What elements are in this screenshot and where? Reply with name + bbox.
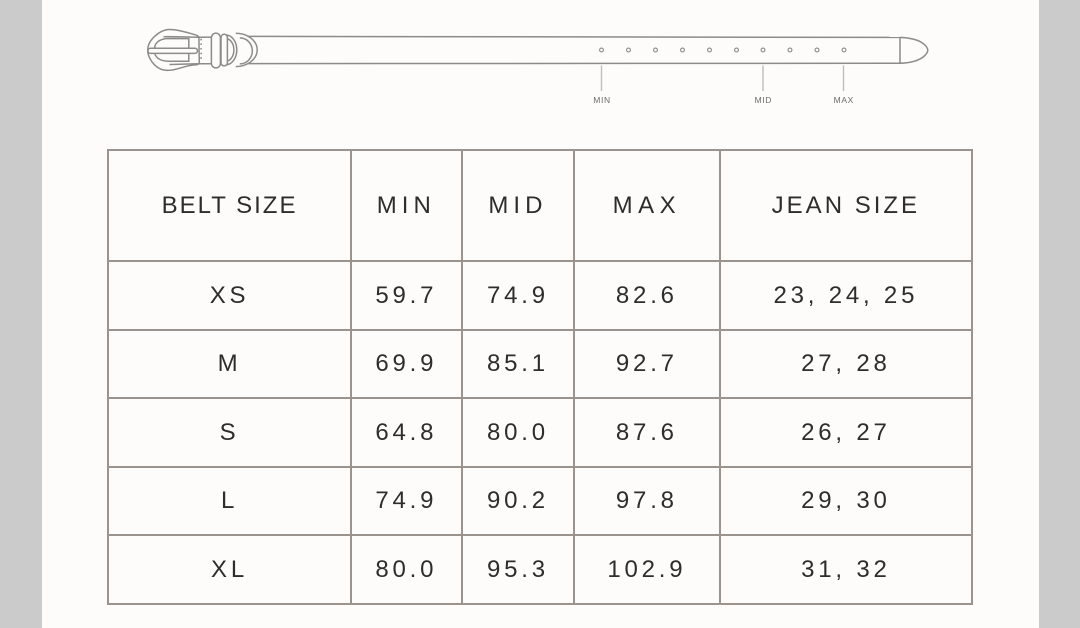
svg-text:MAX: MAX	[834, 95, 854, 105]
svg-text:MIN: MIN	[593, 95, 610, 105]
svg-text:MID: MID	[755, 95, 772, 105]
